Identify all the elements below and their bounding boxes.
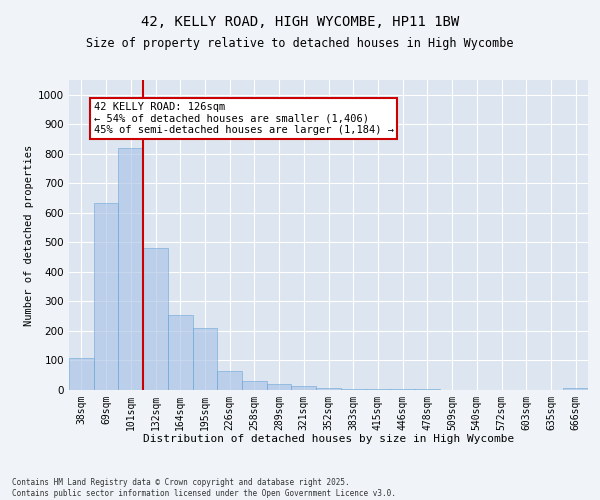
Bar xyxy=(563,388,588,390)
Bar xyxy=(217,371,242,390)
Bar xyxy=(316,388,341,390)
Bar xyxy=(242,381,267,390)
Bar xyxy=(94,202,118,390)
Y-axis label: Number of detached properties: Number of detached properties xyxy=(24,144,34,326)
Bar xyxy=(143,248,168,390)
Text: Contains HM Land Registry data © Crown copyright and database right 2025.
Contai: Contains HM Land Registry data © Crown c… xyxy=(12,478,396,498)
Text: 42, KELLY ROAD, HIGH WYCOMBE, HP11 1BW: 42, KELLY ROAD, HIGH WYCOMBE, HP11 1BW xyxy=(141,15,459,29)
Bar xyxy=(193,328,217,390)
Bar xyxy=(292,386,316,390)
Bar xyxy=(365,389,390,390)
Text: 42 KELLY ROAD: 126sqm
← 54% of detached houses are smaller (1,406)
45% of semi-d: 42 KELLY ROAD: 126sqm ← 54% of detached … xyxy=(94,102,394,136)
Bar xyxy=(118,148,143,390)
Bar xyxy=(168,314,193,390)
X-axis label: Distribution of detached houses by size in High Wycombe: Distribution of detached houses by size … xyxy=(143,434,514,444)
Text: Size of property relative to detached houses in High Wycombe: Size of property relative to detached ho… xyxy=(86,38,514,51)
Bar xyxy=(267,384,292,390)
Bar xyxy=(69,358,94,390)
Bar xyxy=(341,388,365,390)
